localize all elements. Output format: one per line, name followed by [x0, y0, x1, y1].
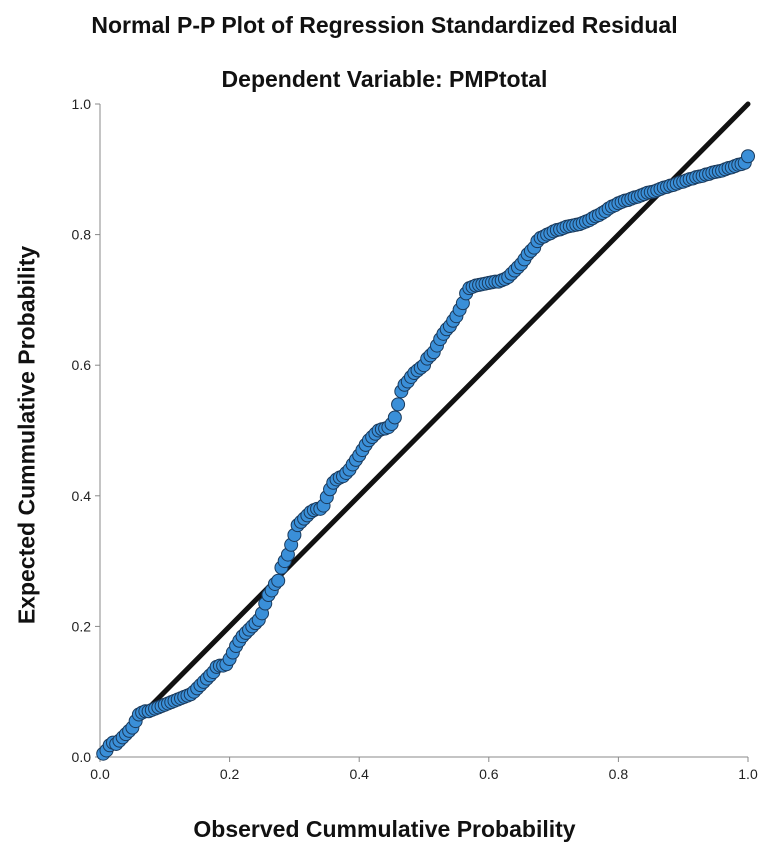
x-tick-label: 1.0 — [738, 766, 758, 782]
chart-title: Normal P-P Plot of Regression Standardiz… — [91, 12, 678, 38]
y-tick-label: 0.6 — [72, 357, 92, 373]
data-point — [387, 410, 402, 425]
x-tick-label: 0.4 — [349, 766, 369, 782]
x-tick-label: 0.8 — [609, 766, 629, 782]
x-tick-label: 0.0 — [90, 766, 110, 782]
y-axis-label: Expected Cummulative Probability — [13, 245, 40, 625]
data-points — [96, 149, 755, 761]
y-tick-label: 0.4 — [72, 488, 92, 504]
data-point — [741, 149, 755, 164]
y-tick-label: 0.2 — [72, 618, 92, 634]
x-tick-label: 0.2 — [220, 766, 240, 782]
y-tick-label: 0.0 — [72, 749, 92, 765]
y-tick-label: 0.8 — [72, 227, 92, 243]
x-tick-label: 0.6 — [479, 766, 499, 782]
x-axis-label: Observed Cummulative Probability — [193, 816, 576, 842]
data-point — [271, 573, 286, 588]
chart-subtitle: Dependent Variable: PMPtotal — [221, 66, 548, 92]
reference-line — [97, 101, 751, 760]
y-tick-label: 1.0 — [72, 96, 92, 112]
axes: 0.0 0.2 0.4 0.6 0.8 1.0 0.0 0.2 0.4 0.6 0.8 1.0 — [72, 96, 758, 782]
reference-line-group — [97, 101, 751, 760]
y-axis-label-container: Expected Cummulative Probability — [12, 110, 42, 760]
data-point — [391, 397, 406, 412]
